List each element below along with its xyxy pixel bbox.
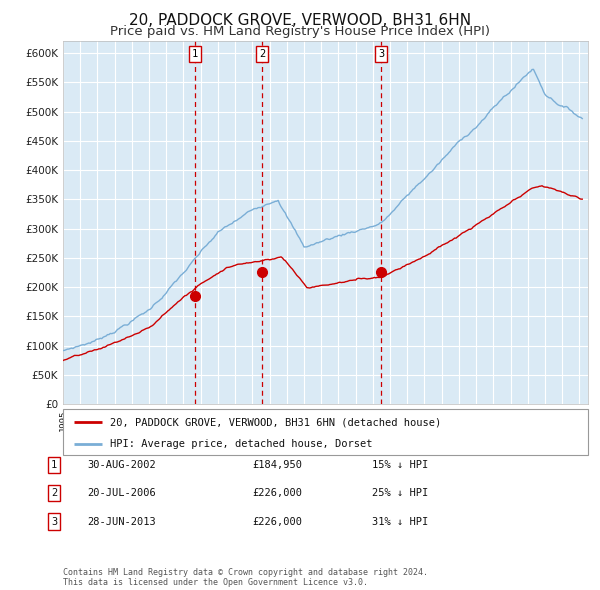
Text: 3: 3 — [51, 517, 57, 526]
Text: 15% ↓ HPI: 15% ↓ HPI — [372, 460, 428, 470]
Text: 20, PADDOCK GROVE, VERWOOD, BH31 6HN: 20, PADDOCK GROVE, VERWOOD, BH31 6HN — [129, 13, 471, 28]
Text: Price paid vs. HM Land Registry's House Price Index (HPI): Price paid vs. HM Land Registry's House … — [110, 25, 490, 38]
Text: 2: 2 — [51, 489, 57, 498]
Text: 3: 3 — [378, 49, 385, 59]
Text: 20-JUL-2006: 20-JUL-2006 — [87, 489, 156, 498]
Text: 25% ↓ HPI: 25% ↓ HPI — [372, 489, 428, 498]
Text: £226,000: £226,000 — [252, 489, 302, 498]
Text: 28-JUN-2013: 28-JUN-2013 — [87, 517, 156, 526]
FancyBboxPatch shape — [63, 409, 588, 455]
Text: £184,950: £184,950 — [252, 460, 302, 470]
Text: 1: 1 — [192, 49, 198, 59]
Text: Contains HM Land Registry data © Crown copyright and database right 2024.
This d: Contains HM Land Registry data © Crown c… — [63, 568, 428, 587]
Text: 1: 1 — [51, 460, 57, 470]
Text: 20, PADDOCK GROVE, VERWOOD, BH31 6HN (detached house): 20, PADDOCK GROVE, VERWOOD, BH31 6HN (de… — [110, 417, 442, 427]
Text: 2: 2 — [259, 49, 265, 59]
Text: HPI: Average price, detached house, Dorset: HPI: Average price, detached house, Dors… — [110, 439, 373, 449]
Text: 30-AUG-2002: 30-AUG-2002 — [87, 460, 156, 470]
Text: 31% ↓ HPI: 31% ↓ HPI — [372, 517, 428, 526]
Text: £226,000: £226,000 — [252, 517, 302, 526]
